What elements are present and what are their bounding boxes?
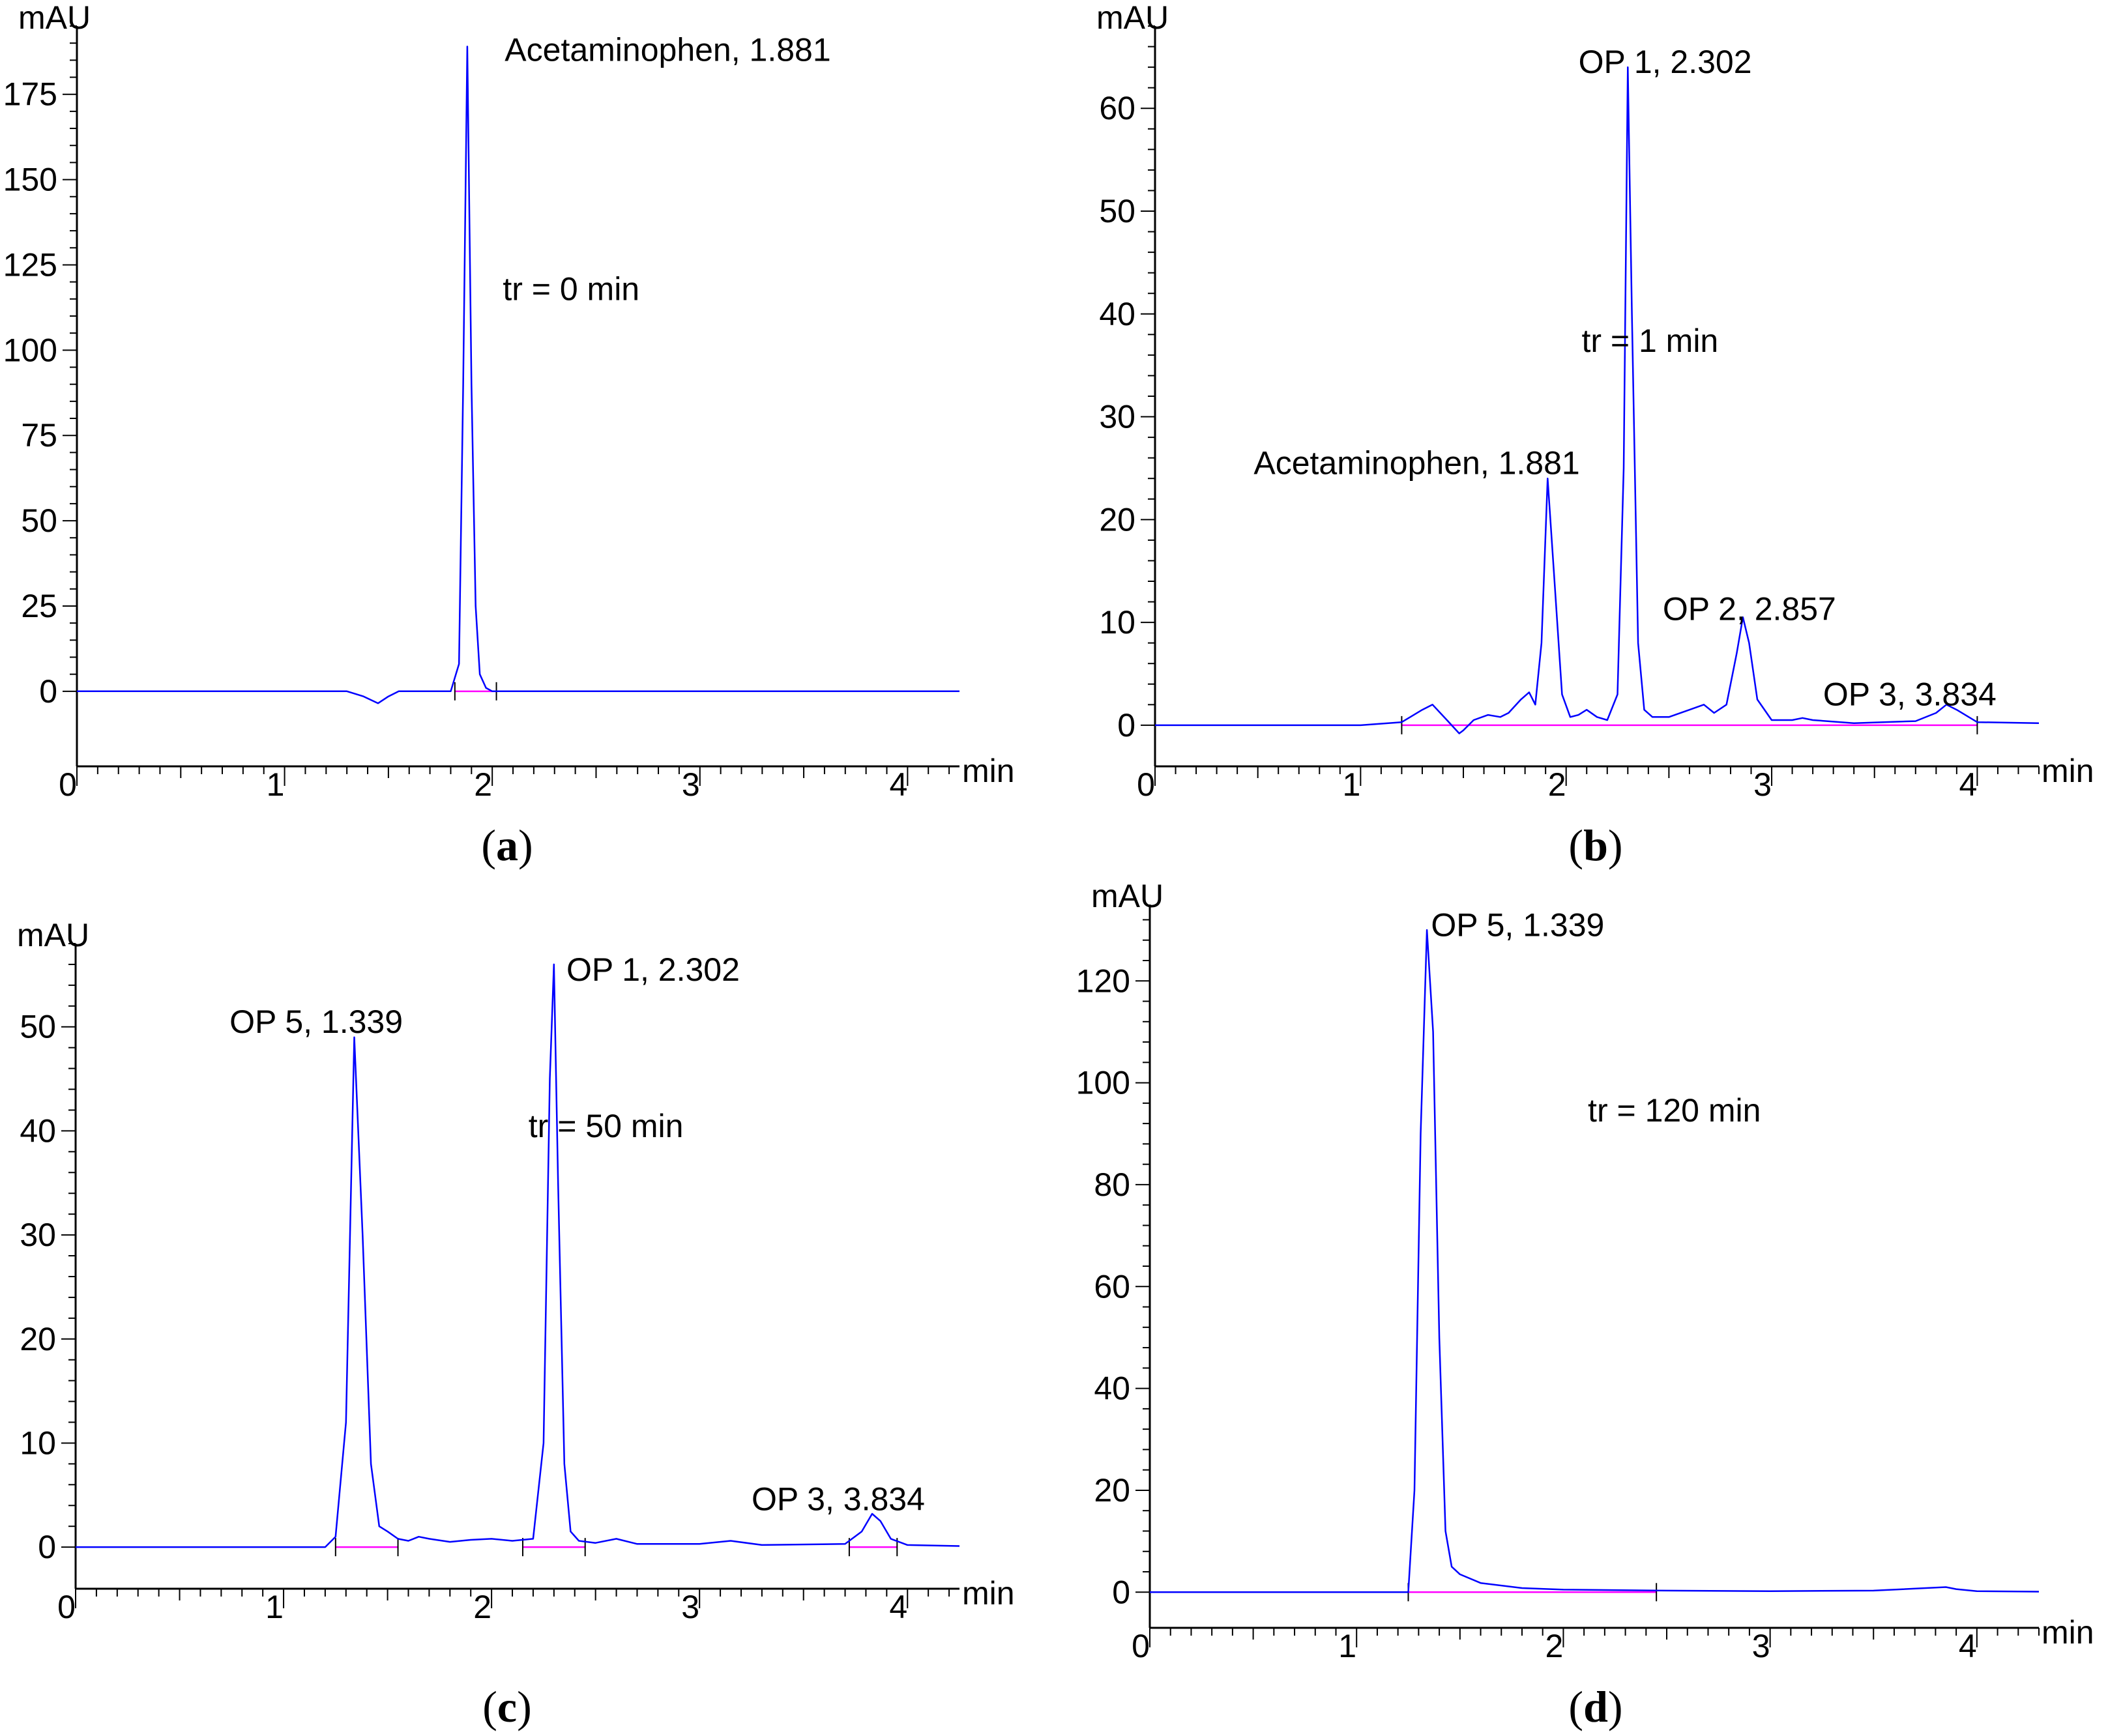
y-tick-label: 60	[1099, 90, 1135, 126]
y-tick-label: 40	[1099, 296, 1135, 332]
x-unit-label: min	[2042, 753, 2094, 789]
caption-close-paren: )	[518, 820, 533, 870]
caption-close-paren: )	[517, 1682, 532, 1731]
y-tick-label: 50	[1099, 193, 1135, 229]
y-tick-label: 20	[1094, 1472, 1130, 1509]
peak-label: OP 1, 2.302	[1579, 44, 1752, 80]
y-tick-label: 30	[20, 1217, 56, 1253]
chromatogram-panel-a: 0 25 50 75 100 125 150 175 0 1 2 3 4 mAU min Acetaminop…	[3, 0, 1015, 870]
peak-label: OP 5, 1.339	[1431, 906, 1604, 943]
x-tick-label: 4	[1959, 1628, 1977, 1664]
caption-letter: c	[497, 1682, 517, 1731]
x-tick-label: 1	[267, 766, 285, 803]
time-note: tr = 50 min	[529, 1108, 684, 1144]
y-tick-label: 40	[20, 1112, 56, 1149]
y-tick-label: 0	[39, 673, 57, 710]
peak-label: Acetaminophen, 1.881	[505, 32, 830, 68]
x-tick-label: 2	[474, 766, 492, 803]
x-tick-label: 1	[1342, 766, 1360, 803]
chromatogram-panel-b: 0 10 20 30 40 50 60 0 1 2 3 4 mAU min OP 1, 2.302 Aceta…	[1096, 0, 2094, 870]
peak-label: Acetaminophen, 1.881	[1253, 445, 1579, 482]
peak-label: OP 3, 3.834	[752, 1481, 925, 1518]
y-tick-label: 0	[1112, 1574, 1130, 1610]
x-tick-label: 4	[889, 1589, 907, 1625]
y-unit-label: mAU	[1091, 878, 1164, 914]
x-tick-label: 3	[682, 766, 700, 803]
x-tick-label: 0	[57, 1589, 76, 1625]
chromatogram-panel-d: 0 20 40 60 80 100 120 0 1 2 3 4 mAU min OP 5, 1.339 tr …	[1076, 878, 2094, 1731]
caption-open-paren: (	[1568, 820, 1583, 870]
y-tick-label: 40	[1094, 1370, 1130, 1407]
x-tick-label: 1	[265, 1589, 284, 1625]
peak-label: OP 1, 2.302	[566, 951, 740, 988]
chromatogram-trace	[77, 46, 959, 704]
y-tick-label: 60	[1094, 1268, 1130, 1305]
x-tick-label: 1	[1338, 1628, 1356, 1664]
x-tick-label: 4	[1959, 766, 1977, 803]
y-unit-label: mAU	[17, 917, 89, 953]
chromatogram-panel-c: 0 10 20 30 40 50 0 1 2 3 4 mAU min OP 5, 1.339 OP 1, 2…	[17, 917, 1015, 1731]
y-tick-label: 0	[1117, 707, 1135, 744]
x-tick-label: 2	[473, 1589, 491, 1625]
caption-letter: d	[1583, 1682, 1608, 1731]
peak-label: OP 2, 2.857	[1663, 591, 1836, 628]
time-note: tr = 0 min	[503, 270, 639, 307]
x-tick-label: 3	[1753, 766, 1772, 803]
caption-open-paren: (	[1568, 1682, 1583, 1731]
y-tick-label: 80	[1094, 1166, 1130, 1203]
panel-caption: (a)	[481, 820, 533, 870]
x-unit-label: min	[962, 1575, 1015, 1612]
peak-label: OP 3, 3.834	[1823, 676, 1997, 713]
x-tick-label: 2	[1548, 766, 1566, 803]
chromatogram-trace	[1155, 66, 2040, 734]
y-tick-label: 20	[1099, 501, 1135, 538]
x-tick-label: 4	[889, 766, 907, 803]
y-tick-label: 150	[3, 162, 57, 198]
y-tick-label: 100	[3, 332, 57, 368]
y-tick-label: 10	[1099, 604, 1135, 641]
x-tick-label: 0	[1132, 1628, 1150, 1664]
y-tick-label: 120	[1076, 962, 1130, 999]
y-tick-label: 50	[20, 1009, 56, 1045]
caption-letter: b	[1583, 820, 1608, 870]
caption-close-paren: )	[1608, 820, 1623, 870]
y-tick-label: 0	[38, 1529, 56, 1565]
y-tick-label: 30	[1099, 399, 1135, 435]
x-tick-label: 0	[1137, 766, 1155, 803]
caption-close-paren: )	[1608, 1682, 1623, 1731]
y-tick-label: 25	[21, 588, 57, 624]
time-note: tr = 120 min	[1588, 1092, 1761, 1129]
y-tick-label: 75	[21, 417, 57, 454]
peak-label: OP 5, 1.339	[229, 1004, 403, 1040]
x-unit-label: min	[2042, 1614, 2094, 1651]
y-tick-label: 100	[1076, 1065, 1130, 1101]
y-tick-label: 175	[3, 76, 57, 113]
caption-letter: a	[496, 820, 518, 870]
chromatogram-trace	[1150, 929, 2040, 1593]
caption-open-paren: (	[482, 1682, 497, 1731]
x-tick-label: 3	[681, 1589, 699, 1625]
x-tick-label: 3	[1752, 1628, 1770, 1664]
y-tick-label: 20	[20, 1321, 56, 1357]
x-unit-label: min	[962, 753, 1015, 789]
x-tick-label: 0	[59, 766, 77, 803]
panel-caption: (c)	[482, 1682, 532, 1731]
y-tick-label: 10	[20, 1425, 56, 1461]
panel-caption: (d)	[1568, 1682, 1622, 1731]
y-tick-label: 50	[21, 502, 57, 539]
chromatogram-trace	[76, 963, 960, 1548]
panel-caption: (b)	[1568, 820, 1622, 870]
y-unit-label: mAU	[18, 0, 91, 36]
y-tick-label: 125	[3, 246, 57, 283]
x-tick-label: 2	[1545, 1628, 1564, 1664]
caption-open-paren: (	[481, 820, 496, 870]
time-note: tr = 1 min	[1581, 323, 1718, 359]
y-unit-label: mAU	[1096, 0, 1169, 36]
